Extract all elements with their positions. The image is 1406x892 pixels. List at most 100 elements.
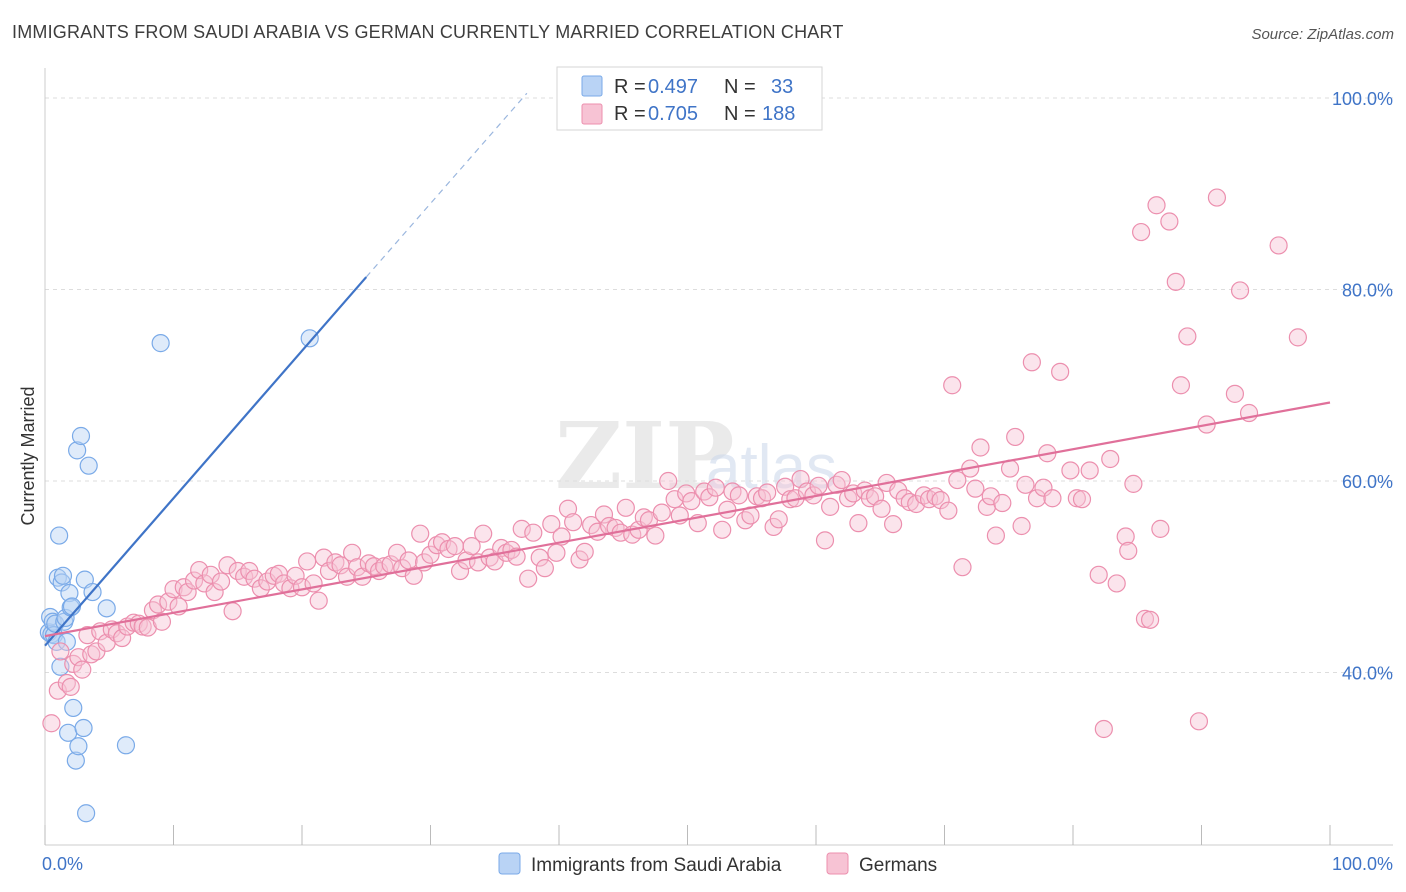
stats-n-value-0: 33 <box>771 76 793 98</box>
data-point <box>1178 327 1197 346</box>
stats-r-label-0: R = <box>614 76 646 98</box>
data-point <box>82 645 101 664</box>
data-point <box>211 572 231 591</box>
data-point <box>427 536 447 555</box>
data-point <box>184 571 204 590</box>
chart-source: Source: ZipAtlas.com <box>1251 26 1394 43</box>
data-point <box>326 553 345 572</box>
data-point <box>1051 362 1070 381</box>
data-point <box>809 476 828 495</box>
data-point <box>547 543 566 562</box>
gridlines <box>45 97 1393 673</box>
x-tick-label-min: 0.0% <box>42 854 83 874</box>
data-point <box>148 595 168 614</box>
series-legend: Immigrants from Saudi Arabia Germans <box>498 852 937 876</box>
data-point <box>151 334 170 353</box>
y-tick-label-80: 80.0% <box>1342 281 1393 301</box>
series-saudi-arabia-points <box>39 329 319 823</box>
data-point <box>1061 461 1080 480</box>
data-point <box>943 376 962 395</box>
data-point <box>314 548 333 567</box>
y-tick-label-60: 60.0% <box>1342 472 1393 492</box>
data-point <box>575 542 594 561</box>
data-point <box>815 531 835 550</box>
data-point <box>519 569 538 588</box>
data-point <box>966 479 985 498</box>
data-point <box>1151 519 1170 538</box>
stats-n-label-0: N = <box>724 76 756 98</box>
data-point <box>993 493 1012 513</box>
data-point <box>769 510 788 529</box>
data-point <box>706 478 725 497</box>
legend-label-germans: Germans <box>859 855 937 876</box>
data-point <box>1288 328 1307 347</box>
y-axis-label: Currently Married <box>18 386 38 525</box>
data-point <box>286 566 305 585</box>
data-point <box>53 566 73 585</box>
data-point <box>1094 719 1113 739</box>
data-point <box>77 804 96 823</box>
data-point <box>190 560 209 580</box>
series-germans-points <box>42 188 1307 739</box>
trend-line-saudi-arabia <box>44 276 368 647</box>
data-point <box>872 499 891 518</box>
x-tick-label-max: 100.0% <box>1332 854 1393 874</box>
data-point <box>1027 489 1047 508</box>
y-tick-label-100: 100.0% <box>1332 89 1393 109</box>
data-point <box>530 548 549 567</box>
data-point <box>462 537 481 556</box>
data-point <box>634 508 653 527</box>
data-point <box>205 582 224 602</box>
y-tick-labels: 40.0% 60.0% 80.0% 100.0% <box>1332 89 1393 684</box>
data-point <box>1189 712 1209 731</box>
data-point <box>399 551 418 570</box>
trend-line-germans <box>44 401 1331 638</box>
legend-swatch-germans <box>826 852 849 875</box>
data-point <box>79 456 98 475</box>
trend-line-saudi-arabia-extension <box>365 92 528 278</box>
data-point <box>1089 565 1108 584</box>
data-point <box>1107 574 1126 593</box>
data-point <box>849 514 868 533</box>
data-point <box>51 642 70 661</box>
data-point <box>718 500 737 519</box>
data-point <box>542 514 561 534</box>
data-point <box>682 492 701 511</box>
data-point <box>152 612 172 631</box>
data-point <box>564 513 583 532</box>
stats-swatch-saudi-arabia <box>581 75 603 97</box>
data-point <box>1022 353 1041 372</box>
data-point <box>646 526 665 545</box>
data-point <box>64 698 83 718</box>
data-point <box>594 505 614 524</box>
data-point <box>1230 281 1250 300</box>
data-point <box>977 497 997 516</box>
data-point <box>616 498 635 517</box>
data-point <box>512 519 531 538</box>
data-point <box>474 524 493 543</box>
data-point <box>695 482 714 501</box>
data-point <box>832 470 851 490</box>
data-point <box>953 558 972 577</box>
data-point <box>1043 489 1062 508</box>
data-point <box>1116 527 1135 546</box>
data-point <box>1171 376 1191 395</box>
data-point <box>1072 490 1092 509</box>
watermark-zip: ZIP <box>555 402 734 510</box>
chart-title: IMMIGRANTS FROM SAUDI ARABIA VS GERMAN C… <box>12 22 844 42</box>
data-point <box>1067 489 1086 508</box>
data-point <box>1119 541 1138 560</box>
data-point <box>66 751 85 770</box>
data-point <box>50 526 69 545</box>
data-point <box>343 543 362 562</box>
data-point <box>298 552 317 571</box>
data-point <box>359 554 378 573</box>
stats-r-label-1: R = <box>614 103 646 125</box>
y-tick-label-40: 40.0% <box>1342 664 1393 684</box>
data-point <box>57 632 76 651</box>
data-point <box>883 514 903 534</box>
data-point <box>582 515 601 535</box>
data-point <box>112 628 132 648</box>
data-point <box>1132 222 1151 242</box>
